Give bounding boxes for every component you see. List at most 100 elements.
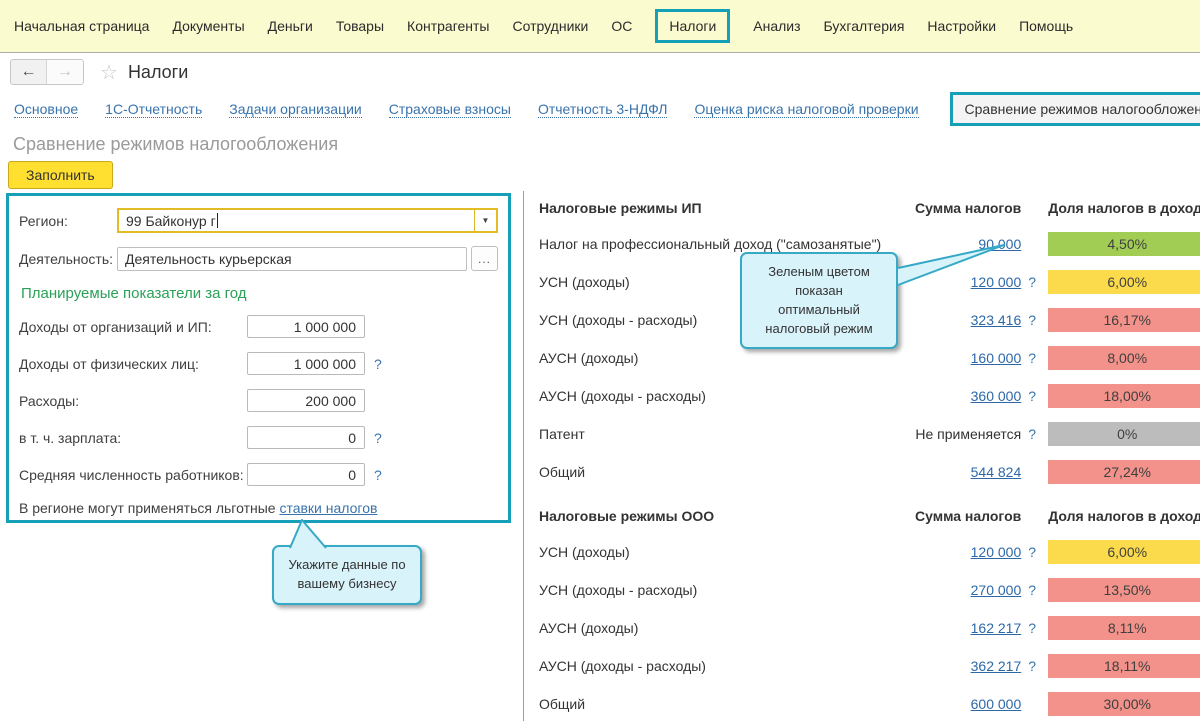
ooo-table-title: Налоговые режимы ООО bbox=[539, 508, 715, 524]
tax-amount-link[interactable]: 600 000 bbox=[970, 696, 1022, 712]
menu-item-counterparties[interactable]: Контрагенты bbox=[407, 18, 490, 34]
tax-share-badge: 18,00% bbox=[1048, 384, 1200, 408]
fill-button[interactable]: Заполнить bbox=[8, 161, 113, 189]
regime-name: АУСН (доходы - расходы) bbox=[539, 388, 706, 404]
tax-amount: 600 000 bbox=[881, 696, 1022, 712]
regime-name: Патент bbox=[539, 426, 585, 442]
tax-amount-link[interactable]: 362 217 bbox=[970, 658, 1022, 674]
back-arrow-icon: ← bbox=[20, 63, 37, 80]
help-icon[interactable]: ? bbox=[1028, 544, 1037, 560]
tax-amount: 360 000 bbox=[881, 388, 1022, 404]
expenses-row: Расходы: bbox=[19, 389, 498, 412]
share-column-header: Доля налогов в доходах bbox=[1048, 200, 1200, 216]
help-icon[interactable]: ? bbox=[1028, 582, 1037, 598]
menu-item-goods[interactable]: Товары bbox=[335, 18, 385, 34]
help-icon[interactable]: ? bbox=[1028, 658, 1037, 674]
menu-item-settings[interactable]: Настройки bbox=[927, 18, 997, 34]
region-combobox[interactable]: 99 Байконур г ▼ bbox=[117, 208, 498, 233]
tab-insurance[interactable]: Страховые взносы bbox=[388, 100, 511, 118]
tax-amount-link[interactable]: 90 000 bbox=[978, 236, 1022, 252]
regime-name: АУСН (доходы) bbox=[539, 350, 639, 366]
tax-amount: 120 000 bbox=[881, 544, 1022, 560]
income-org-input[interactable] bbox=[247, 315, 365, 338]
table-row: АУСН (доходы - расходы) 360 000 ? 18,00% bbox=[539, 384, 1200, 408]
tax-amount-link[interactable]: 544 824 bbox=[970, 464, 1022, 480]
regime-name: УСН (доходы - расходы) bbox=[539, 582, 698, 598]
section-tabs: Основное 1С-Отчетность Задачи организаци… bbox=[0, 91, 1200, 127]
optimal-regime-hint: Зеленым цветом показан оптимальный налог… bbox=[740, 252, 898, 350]
tax-amount: 362 217 bbox=[881, 658, 1022, 674]
ip-table-title: Налоговые режимы ИП bbox=[539, 200, 702, 216]
tax-amount-link[interactable]: 120 000 bbox=[970, 274, 1022, 290]
help-icon[interactable]: ? bbox=[374, 355, 382, 372]
salary-label: в т. ч. зарплата: bbox=[19, 429, 122, 446]
income-individuals-input[interactable] bbox=[247, 352, 365, 375]
tax-share-badge: 27,24% bbox=[1048, 460, 1200, 484]
share-column-header: Доля налогов в доходах bbox=[1048, 508, 1200, 524]
tax-rates-link[interactable]: ставки налогов bbox=[279, 500, 378, 516]
tab-main[interactable]: Основное bbox=[14, 100, 79, 118]
tax-share-badge: 18,11% bbox=[1048, 654, 1200, 678]
amount-column-header: Сумма налогов bbox=[915, 200, 1022, 216]
tab-3ndfl[interactable]: Отчетность 3-НДФЛ bbox=[537, 100, 668, 118]
regional-rates-note: В регионе могут применяться льготные ста… bbox=[19, 500, 498, 516]
favorite-star-icon[interactable]: ☆ bbox=[100, 61, 118, 84]
help-icon[interactable]: ? bbox=[1028, 388, 1037, 404]
tax-amount-link[interactable]: 270 000 bbox=[970, 582, 1022, 598]
amount-column-header: Сумма налогов bbox=[915, 508, 1022, 524]
menu-item-money[interactable]: Деньги bbox=[267, 18, 313, 34]
back-button[interactable]: ← bbox=[11, 60, 47, 84]
table-row: Налог на профессиональный доход ("самоза… bbox=[539, 232, 1200, 256]
tax-share-badge: 8,11% bbox=[1048, 616, 1200, 640]
regime-name: АУСН (доходы - расходы) bbox=[539, 658, 706, 674]
tab-audit-risk[interactable]: Оценка риска налоговой проверки bbox=[694, 100, 919, 118]
tab-org-tasks[interactable]: Задачи организации bbox=[229, 100, 362, 118]
tax-amount-link[interactable]: 160 000 bbox=[970, 350, 1022, 366]
income-individuals-label: Доходы от физических лиц: bbox=[19, 355, 199, 372]
expenses-input[interactable] bbox=[247, 389, 365, 412]
tax-amount: 160 000 bbox=[881, 350, 1022, 366]
table-row: АУСН (доходы) 160 000 ? 8,00% bbox=[539, 346, 1200, 370]
regime-name: УСН (доходы) bbox=[539, 274, 630, 290]
headcount-label: Средняя численность работников: bbox=[19, 466, 244, 483]
region-value[interactable]: 99 Байконур г bbox=[119, 210, 474, 231]
menu-item-accounting[interactable]: Бухгалтерия bbox=[823, 18, 905, 34]
table-row: Общий 544 824 27,24% bbox=[539, 460, 1200, 484]
menu-item-help[interactable]: Помощь bbox=[1019, 18, 1074, 34]
activity-more-button[interactable]: ... bbox=[471, 246, 498, 271]
help-icon[interactable]: ? bbox=[1028, 620, 1037, 636]
salary-row: в т. ч. зарплата: ? bbox=[19, 426, 498, 449]
help-icon[interactable]: ? bbox=[1028, 426, 1037, 442]
menu-item-home[interactable]: Начальная страница bbox=[14, 18, 150, 34]
navigation-toolbar: ← → ☆ Налоги bbox=[0, 53, 1200, 91]
headcount-input[interactable] bbox=[247, 463, 365, 486]
tab-regime-comparison-selected[interactable]: Сравнение режимов налогообложения bbox=[949, 92, 1200, 126]
help-icon[interactable]: ? bbox=[1028, 350, 1037, 366]
menu-item-documents[interactable]: Документы bbox=[172, 18, 245, 34]
tax-amount-link[interactable]: 360 000 bbox=[970, 388, 1022, 404]
help-icon[interactable]: ? bbox=[1028, 312, 1037, 328]
actions-row: Заполнить bbox=[0, 161, 1200, 191]
menu-item-taxes-active[interactable]: Налоги bbox=[655, 9, 731, 43]
menu-item-employees[interactable]: Сотрудники bbox=[512, 18, 589, 34]
ooo-table-header: Налоговые режимы ООО Сумма налогов Доля … bbox=[539, 508, 1200, 524]
region-label: Регион: bbox=[19, 212, 68, 229]
table-row: УСН (доходы) 120 000 ? 6,00% bbox=[539, 540, 1200, 564]
menu-item-fixed-assets[interactable]: ОС bbox=[611, 18, 633, 34]
forward-arrow-icon: → bbox=[57, 63, 73, 80]
page-title: Налоги bbox=[127, 61, 189, 82]
salary-input[interactable] bbox=[247, 426, 365, 449]
main-menu: Начальная страница Документы Деньги Това… bbox=[0, 0, 1200, 53]
tax-amount-link[interactable]: 323 416 bbox=[970, 312, 1022, 328]
help-icon[interactable]: ? bbox=[1028, 274, 1037, 290]
help-icon[interactable]: ? bbox=[374, 466, 382, 483]
help-icon[interactable]: ? bbox=[374, 429, 382, 446]
tax-amount-link[interactable]: 162 217 bbox=[970, 620, 1022, 636]
menu-item-analysis[interactable]: Анализ bbox=[753, 18, 801, 34]
forward-button[interactable]: → bbox=[47, 60, 83, 84]
table-row: АУСН (доходы) 162 217 ? 8,11% bbox=[539, 616, 1200, 640]
tax-amount-link[interactable]: 120 000 bbox=[970, 544, 1022, 560]
region-dropdown-icon[interactable]: ▼ bbox=[474, 210, 496, 231]
activity-input[interactable] bbox=[117, 246, 467, 271]
tab-1c-reporting[interactable]: 1С-Отчетность bbox=[105, 100, 203, 118]
